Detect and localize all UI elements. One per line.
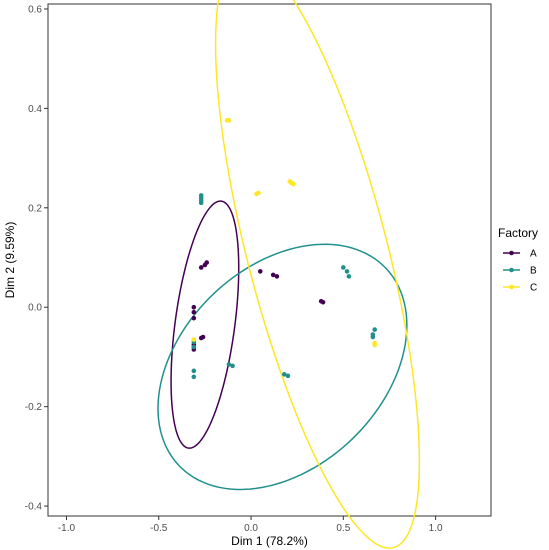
y-tick-label-2: 0.0 [28,303,42,314]
point-b-4 [341,265,346,270]
y-axis-title: Dim 2 (9.59%) [3,222,17,299]
legend-key-dot-c [509,284,514,290]
point-b-11 [370,334,376,340]
legend-label-a: A [530,249,537,260]
x-axis-title: Dim 1 (78.2%) [231,534,308,548]
x-tick-label-1: -0.5 [150,523,168,534]
point-a-7 [191,309,197,315]
point-a-10 [320,299,326,305]
legend-label-c: C [530,283,537,294]
x-tick-label-0: -1.0 [58,523,76,534]
legend-items: ABC [503,249,537,294]
point-b-12 [226,362,232,367]
x-axis: -1.0 -0.5 0.0 0.5 1.0 [58,516,443,534]
point-a-12 [200,334,206,340]
point-a-3 [257,269,263,274]
confidence-ellipses [157,0,421,549]
point-b-17 [285,373,291,379]
point-a-6 [191,304,197,310]
point-b-13 [230,363,235,369]
point-b-9 [372,327,378,332]
point-b-6 [346,274,352,279]
point-b-5 [344,269,350,274]
point-a-2 [204,260,210,265]
point-b-16 [281,372,287,377]
point-a-4 [270,272,276,278]
legend: Factory ABC [498,226,538,294]
point-b-3 [198,200,204,206]
x-tick-label-3: 0.5 [336,523,350,534]
plot-panel [47,3,492,517]
point-c-3 [256,190,261,196]
legend-key-dot-a [509,250,514,256]
point-c-9 [372,342,378,348]
y-tick-label-5: 0.6 [28,4,42,15]
ellipse-a [170,200,240,449]
point-b-8 [191,344,197,350]
point-b-15 [191,374,197,380]
point-a-8 [191,315,197,321]
x-tick-label-2: 0.0 [244,523,258,534]
ellipse-c [214,0,421,549]
y-tick-label-1: -0.2 [25,402,43,413]
point-a-0 [198,265,204,270]
ellipse-b [157,243,408,491]
y-tick-label-3: 0.2 [28,203,42,214]
legend-label-b: B [530,266,537,277]
x-tick-label-4: 1.0 [429,523,443,534]
point-c-6 [291,181,296,187]
data-points [191,118,378,380]
y-tick-label-0: -0.4 [25,502,43,513]
legend-title: Factory [498,226,538,240]
point-b-14 [191,368,197,374]
y-tick-label-4: 0.4 [28,104,42,115]
point-c-7 [191,337,197,342]
y-axis: -0.4 -0.2 0.0 0.2 0.4 0.6 [25,4,48,513]
point-c-1 [226,118,232,123]
legend-key-dot-b [509,267,514,273]
point-a-5 [274,274,280,279]
